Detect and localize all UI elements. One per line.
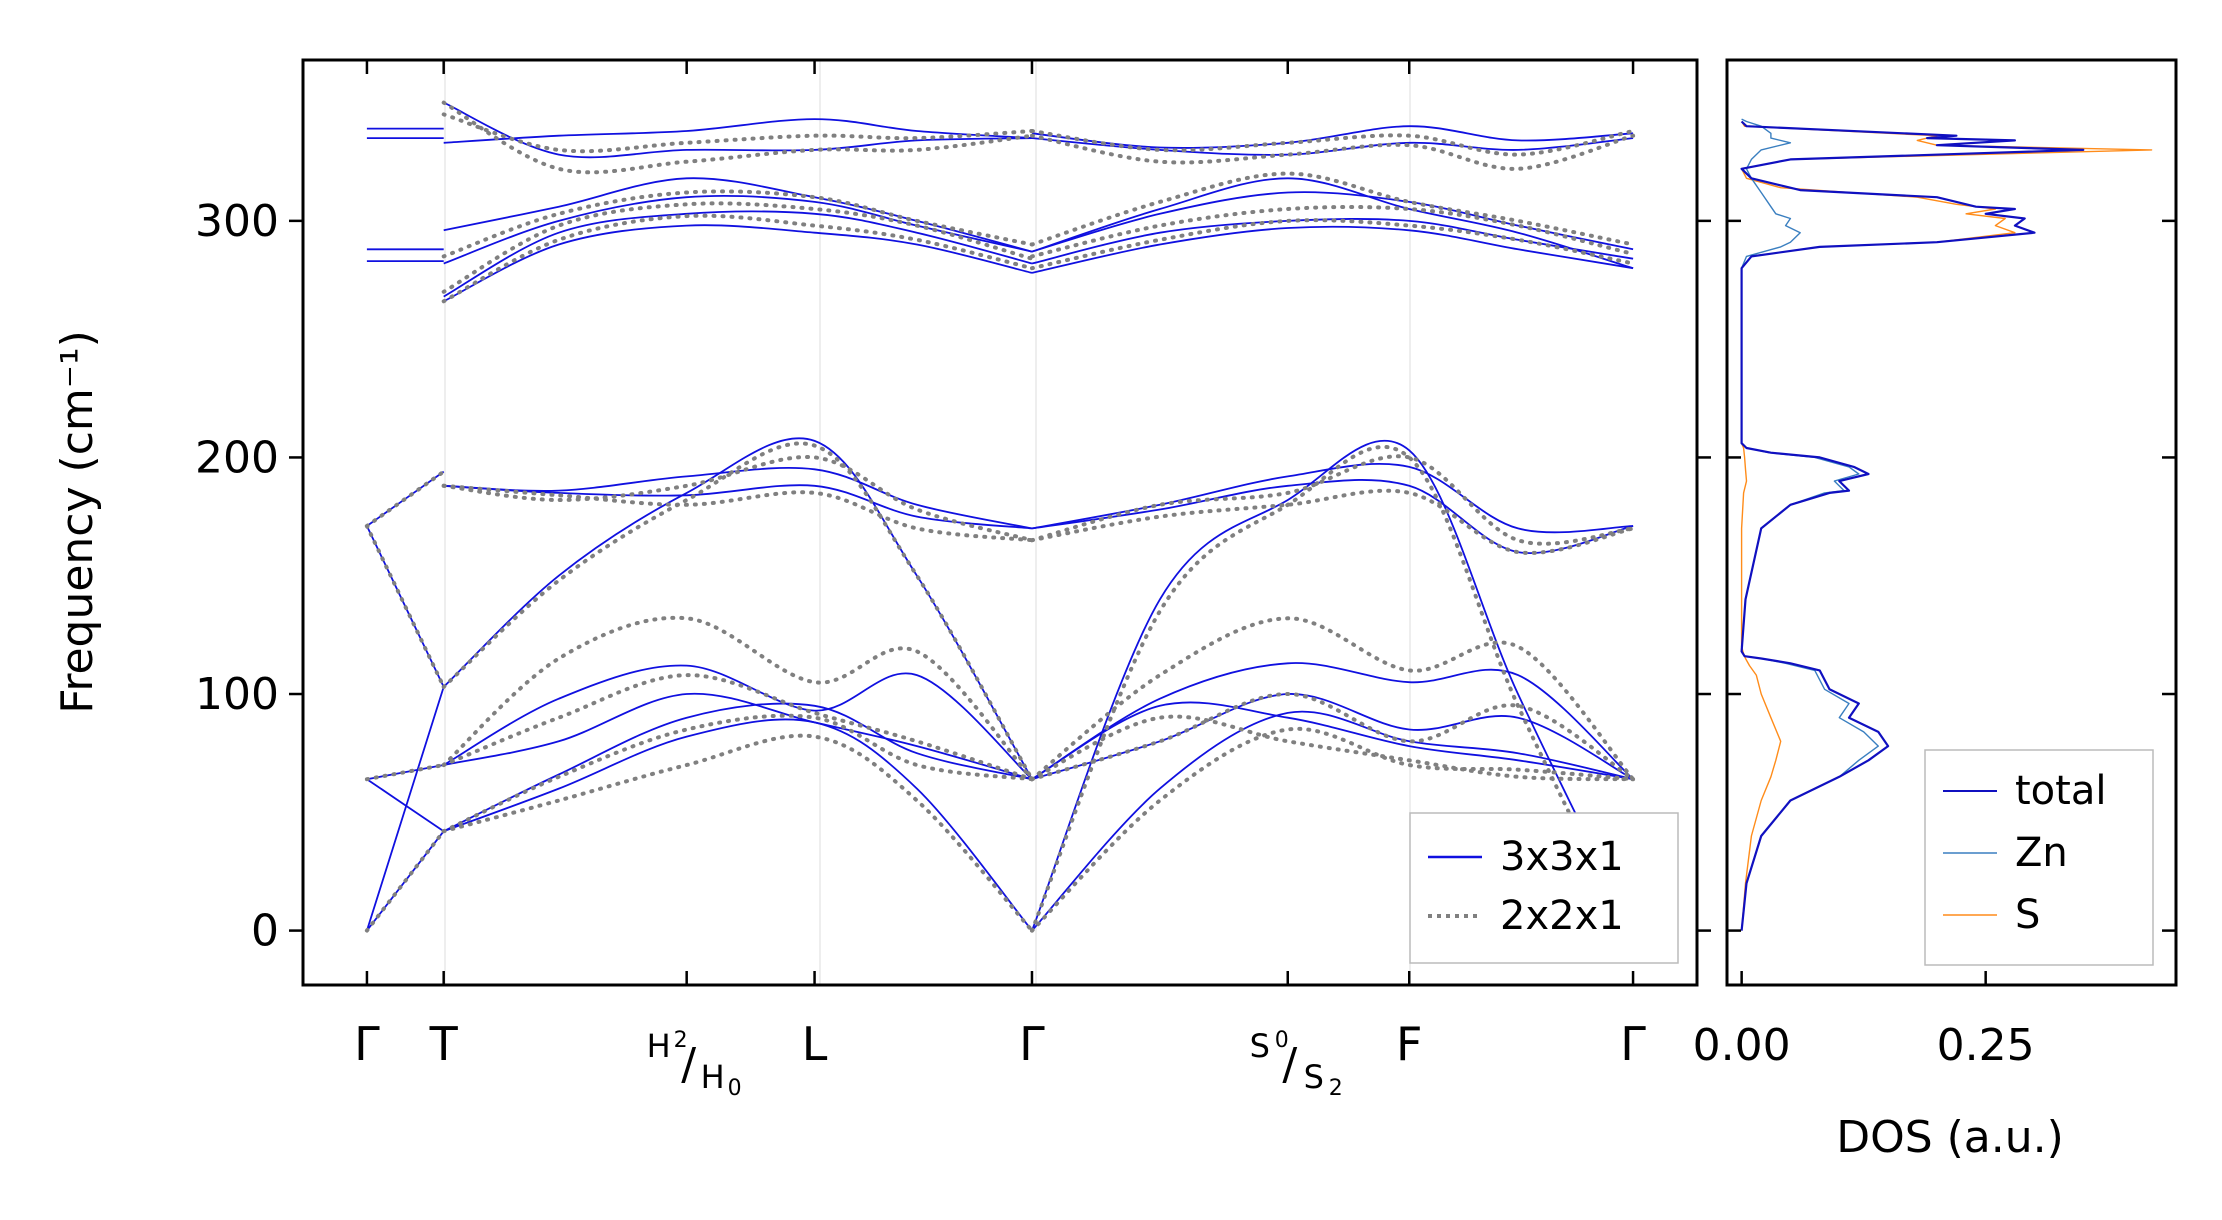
band-line-2x2x1 [1030, 129, 1636, 157]
x-tick-label: H 2/H 0 [647, 1027, 742, 1101]
legend-label-s: S [2015, 892, 2040, 938]
band-line-3x3x1 [443, 718, 1033, 932]
band-line-2x2x1 [441, 713, 1034, 834]
band-line-2x2x1 [1030, 171, 1636, 247]
svg-text:S: S [1250, 1027, 1270, 1065]
band-line-2x2x1 [1030, 691, 1636, 782]
band-line-2x2x1 [364, 524, 446, 689]
y-tick-label: 300 [195, 196, 279, 247]
band-line-2x2x1 [364, 469, 446, 528]
band-line-3x3x1 [1031, 701, 1634, 781]
band-line-3x3x1 [1031, 662, 1634, 780]
band-line-3x3x1 [443, 118, 1033, 144]
band-line-2x2x1 [441, 213, 1034, 304]
x-tick-label: F [1396, 1017, 1422, 1071]
x-tick-label: Γ [354, 1017, 380, 1071]
svg-text:0: 0 [728, 1076, 742, 1101]
band-line-3x3x1 [1031, 479, 1634, 554]
x-tick-label: S 0/S 2 [1250, 1027, 1343, 1101]
band-line-3x3x1 [1031, 710, 1634, 932]
svg-text:0: 0 [1275, 1028, 1289, 1053]
y-tick-label: 100 [195, 669, 279, 720]
dos-line-total [1740, 120, 2085, 931]
band-line-3x3x1 [443, 210, 1033, 298]
x-tick-label: L [802, 1017, 828, 1071]
dos-legend: total Zn S [1924, 749, 2154, 966]
band-line-2x2x1 [1030, 726, 1636, 933]
band-line-2x2x1 [1030, 454, 1636, 546]
legend-label-2x2x1: 2x2x1 [1500, 893, 1624, 939]
band-line-3x3x1 [1031, 218, 1634, 265]
svg-text:S: S [1304, 1058, 1324, 1096]
band-line-3x3x1 [1031, 439, 1634, 931]
x-tick-label: Γ [1620, 1017, 1646, 1071]
band-line-2x2x1 [1030, 133, 1636, 171]
band-line-2x2x1 [441, 733, 1034, 933]
y-tick-label: 200 [195, 432, 279, 483]
svg-text:H: H [647, 1027, 671, 1065]
band-line-3x3x1 [443, 484, 1033, 530]
legend-label-zn: Zn [2015, 830, 2068, 876]
band-line-2x2x1 [1030, 714, 1636, 782]
band-line-3x3x1 [1031, 225, 1634, 274]
dos-x-tick-label: 0.00 [1693, 1020, 1791, 1071]
y-axis-label: Frequency (cm⁻¹) [52, 330, 103, 714]
band-line-3x3x1 [443, 224, 1033, 303]
band-line-2x2x1 [441, 615, 1034, 782]
band-line-2x2x1 [441, 673, 1034, 782]
band-line-2x2x1 [441, 201, 1034, 294]
svg-text:H: H [701, 1058, 725, 1096]
x-tick-label: Γ [1019, 1017, 1045, 1071]
dos-panel: 0.00 0.25 DOS (a.u.) total Zn S [1693, 58, 2178, 1163]
y-tick-label: 0 [251, 906, 279, 957]
band-line-2x2x1 [441, 112, 1034, 154]
x-axis-label: DOS (a.u.) [1836, 1112, 2064, 1163]
band-line-2x2x1 [364, 829, 446, 933]
band-line-2x2x1 [441, 455, 1034, 543]
band-line-2x2x1 [441, 441, 1034, 782]
svg-text:2: 2 [674, 1028, 688, 1053]
band-line-3x3x1 [366, 686, 445, 931]
band-line-2x2x1 [441, 189, 1034, 259]
band-line-3x3x1 [443, 692, 1033, 781]
dos-x-tick-label: 0.25 [1937, 1020, 2035, 1071]
x-tick-label: T [429, 1017, 459, 1071]
svg-text:/: / [1282, 1039, 1297, 1090]
band-line-3x3x1 [366, 778, 445, 832]
legend-label-total: total [2015, 768, 2106, 814]
band-line-2x2x1 [441, 483, 1034, 543]
dos-plot-frame [1725, 58, 2178, 987]
band-plot-frame [301, 58, 1699, 987]
band-line-2x2x1 [441, 100, 1034, 175]
svg-text:2: 2 [1329, 1076, 1343, 1101]
svg-text:/: / [681, 1039, 696, 1090]
band-legend: 3x3x1 2x2x1 [1409, 812, 1679, 964]
legend-label-3x3x1: 3x3x1 [1500, 834, 1624, 880]
band-line-2x2x1 [364, 763, 446, 782]
band-line-2x2x1 [1030, 444, 1636, 945]
band-line-2x2x1 [1030, 616, 1636, 782]
band-line-3x3x1 [1031, 125, 1634, 149]
band-line-3x3x1 [443, 101, 1033, 159]
band-line-3x3x1 [1031, 191, 1634, 253]
band-line-3x3x1 [1031, 177, 1634, 270]
